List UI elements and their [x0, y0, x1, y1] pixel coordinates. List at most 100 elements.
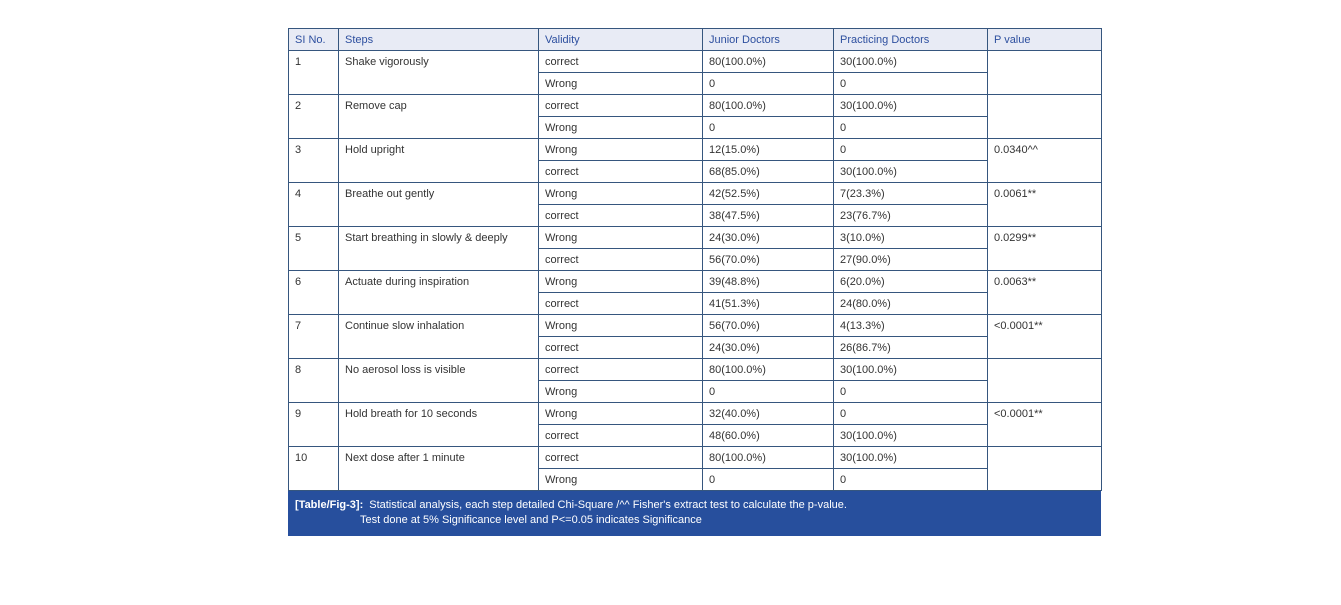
junior-doctors-cell: 80(100.0%)	[702, 50, 834, 73]
p-value-cell: 0.0061**	[987, 182, 1102, 227]
caption-label: [Table/Fig-3]:	[295, 499, 364, 511]
table-row: 6 Actuate during inspiration Wrong 39(48.8%…	[288, 270, 1102, 315]
junior-doctors-cell: 80(100.0%)	[702, 358, 834, 381]
header-junior-doctors: Junior Doctors	[702, 28, 834, 51]
validity-cell: correct	[538, 358, 703, 381]
practicing-doctors-cell: 23(76.7%)	[833, 204, 988, 227]
si-cell: 7	[288, 314, 339, 359]
table-row: 4 Breathe out gently Wrong 42(52.5%) 7(23.3%…	[288, 182, 1102, 227]
practicing-doctors-cell: 27(90.0%)	[833, 248, 988, 271]
validity-cell: correct	[538, 446, 703, 469]
header-p-value: P value	[987, 28, 1102, 51]
step-cell: Shake vigorously	[338, 50, 539, 95]
validity-cell: correct	[538, 336, 703, 359]
practicing-doctors-cell: 4(13.3%)	[833, 314, 988, 337]
si-cell: 3	[288, 138, 339, 183]
caption-text: Statistical analysis, each step detailed…	[369, 499, 847, 511]
table-row: 3 Hold upright Wrong 12(15.0%) 0 0.0340^^	[288, 138, 1102, 183]
validity-cell: Wrong	[538, 270, 703, 293]
junior-doctors-cell: 0	[702, 468, 834, 491]
p-value-cell	[987, 358, 1102, 403]
junior-doctors-cell: 68(85.0%)	[702, 160, 834, 183]
validity-cell: Wrong	[538, 138, 703, 161]
step-cell: Actuate during inspiration	[338, 270, 539, 315]
step-cell: No aerosol loss is visible	[338, 358, 539, 403]
p-value-cell	[987, 94, 1102, 139]
junior-doctors-cell: 12(15.0%)	[702, 138, 834, 161]
si-cell: 5	[288, 226, 339, 271]
validity-cell: correct	[538, 50, 703, 73]
step-cell: Breathe out gently	[338, 182, 539, 227]
p-value-cell: 0.0299**	[987, 226, 1102, 271]
table-row: 1 Shake vigorously correct 80(100.0%) 30(100…	[288, 50, 1102, 95]
practicing-doctors-cell: 30(100.0%)	[833, 424, 988, 447]
header-practicing-doctors: Practicing Doctors	[833, 28, 988, 51]
practicing-doctors-cell: 30(100.0%)	[833, 446, 988, 469]
practicing-doctors-cell: 6(20.0%)	[833, 270, 988, 293]
si-cell: 4	[288, 182, 339, 227]
table-row: Wrong 0 0	[289, 468, 1102, 491]
table-row: 9 Hold breath for 10 seconds Wrong 32(40.0%…	[288, 402, 1102, 447]
steps-table: SI No. Steps Validity Junior Doctors Pra…	[288, 28, 1102, 491]
practicing-doctors-cell: 0	[833, 468, 988, 491]
junior-doctors-cell: 0	[702, 116, 834, 139]
si-cell: 2	[288, 94, 339, 139]
junior-doctors-cell: 39(48.8%)	[702, 270, 834, 293]
practicing-doctors-cell: 0	[833, 402, 988, 425]
junior-doctors-cell: 80(100.0%)	[702, 446, 834, 469]
validity-cell: Wrong	[538, 468, 703, 491]
practicing-doctors-cell: 26(86.7%)	[833, 336, 988, 359]
table-row: correct 68(85.0%) 30(100.0%)	[289, 160, 1102, 183]
validity-cell: Wrong	[538, 116, 703, 139]
junior-doctors-cell: 38(47.5%)	[702, 204, 834, 227]
step-cell: Hold breath for 10 seconds	[338, 402, 539, 447]
practicing-doctors-cell: 0	[833, 72, 988, 95]
p-value-cell	[987, 50, 1102, 95]
validity-cell: correct	[538, 204, 703, 227]
step-cell: Continue slow inhalation	[338, 314, 539, 359]
junior-doctors-cell: 0	[702, 380, 834, 403]
si-cell: 1	[288, 50, 339, 95]
junior-doctors-cell: 41(51.3%)	[702, 292, 834, 315]
junior-doctors-cell: 42(52.5%)	[702, 182, 834, 205]
practicing-doctors-cell: 24(80.0%)	[833, 292, 988, 315]
caption-line1: [Table/Fig-3]: Statistical analysis, each…	[295, 498, 1091, 513]
validity-cell: Wrong	[538, 402, 703, 425]
table-body: 1 Shake vigorously correct 80(100.0%) 30(100…	[288, 50, 1102, 491]
validity-cell: correct	[538, 292, 703, 315]
practicing-doctors-cell: 30(100.0%)	[833, 160, 988, 183]
header-si-no: SI No.	[288, 28, 339, 51]
statistical-analysis-table: SI No. Steps Validity Junior Doctors Pra…	[288, 28, 1102, 536]
practicing-doctors-cell: 3(10.0%)	[833, 226, 988, 249]
junior-doctors-cell: 32(40.0%)	[702, 402, 834, 425]
practicing-doctors-cell: 0	[833, 116, 988, 139]
junior-doctors-cell: 24(30.0%)	[702, 226, 834, 249]
caption-line2: Test done at 5% Significance level and P…	[360, 514, 702, 526]
step-cell: Start breathing in slowly & deeply	[338, 226, 539, 271]
caption-bar: [Table/Fig-3]: Statistical analysis, each…	[288, 491, 1101, 536]
validity-cell: Wrong	[538, 182, 703, 205]
validity-cell: correct	[538, 424, 703, 447]
header-steps: Steps	[338, 28, 539, 51]
junior-doctors-cell: 24(30.0%)	[702, 336, 834, 359]
practicing-doctors-cell: 30(100.0%)	[833, 50, 988, 73]
table-row: 8 No aerosol loss is visible correct 80(100…	[288, 358, 1102, 403]
table-row: Wrong 0 0	[289, 116, 1102, 139]
si-cell: 6	[288, 270, 339, 315]
validity-cell: Wrong	[538, 380, 703, 403]
table-row: Wrong 0 0	[289, 380, 1102, 403]
practicing-doctors-cell: 0	[833, 138, 988, 161]
header-validity: Validity	[538, 28, 703, 51]
junior-doctors-cell: 80(100.0%)	[702, 94, 834, 117]
p-value-cell: 0.0340^^	[987, 138, 1102, 183]
junior-doctors-cell: 0	[702, 72, 834, 95]
validity-cell: correct	[538, 94, 703, 117]
step-cell: Remove cap	[338, 94, 539, 139]
validity-cell: correct	[538, 160, 703, 183]
p-value-cell	[987, 446, 1102, 491]
practicing-doctors-cell: 7(23.3%)	[833, 182, 988, 205]
validity-cell: Wrong	[538, 72, 703, 95]
junior-doctors-cell: 56(70.0%)	[702, 314, 834, 337]
validity-cell: Wrong	[538, 226, 703, 249]
p-value-cell: <0.0001**	[987, 314, 1102, 359]
